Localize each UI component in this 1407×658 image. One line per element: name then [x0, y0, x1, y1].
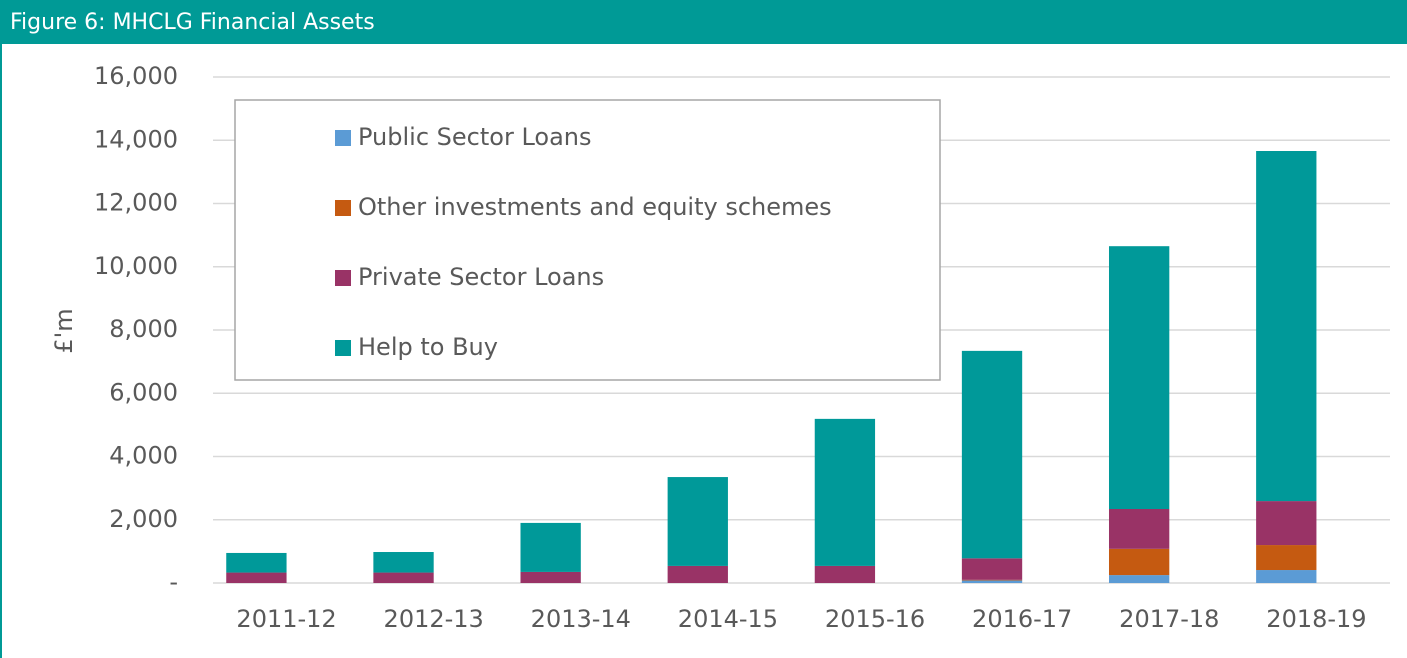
y-tick-label: 6,000 — [109, 378, 178, 406]
bar-segment — [1108, 575, 1170, 583]
bar-segment — [520, 571, 581, 583]
bar-segment — [226, 572, 287, 583]
x-tick-label: 2015-16 — [825, 605, 925, 633]
header-bar — [0, 0, 1407, 44]
legend-swatch — [335, 340, 351, 356]
bar-segment — [1256, 545, 1317, 571]
frame-edge — [0, 44, 2, 658]
bar-segment — [1256, 570, 1317, 583]
x-tick-label: 2017-18 — [1119, 605, 1219, 633]
legend-swatch — [335, 200, 351, 216]
x-tick-label: 2011-12 — [236, 605, 336, 633]
bar-segment — [520, 522, 581, 572]
legend-label: Private Sector Loans — [358, 263, 604, 291]
bar-segment — [667, 565, 728, 583]
x-tick-label: 2016-17 — [972, 605, 1072, 633]
x-tick-label: 2018-19 — [1266, 605, 1366, 633]
y-tick-label: - — [169, 568, 178, 596]
bar-segment — [1108, 246, 1170, 509]
y-tick-label: 10,000 — [94, 252, 178, 280]
bar-segment — [1256, 151, 1317, 502]
legend-box — [234, 99, 941, 381]
y-tick-label: 8,000 — [109, 315, 178, 343]
bar-segment — [961, 558, 1023, 580]
legend-swatch — [335, 270, 351, 286]
x-tick-label: 2014-15 — [678, 605, 778, 633]
bar-segment — [814, 565, 876, 583]
chart-title: Figure 6: MHCLG Financial Assets — [10, 10, 375, 35]
bar-segment — [1108, 548, 1170, 576]
bar-segment — [226, 552, 287, 573]
bar-segment — [961, 579, 1023, 581]
legend-label: Public Sector Loans — [358, 123, 592, 151]
y-tick-label: 4,000 — [109, 442, 178, 470]
bar-segment — [1108, 508, 1170, 549]
bar-segment — [961, 580, 1023, 583]
bar-segment — [961, 350, 1023, 559]
bar-segment — [373, 552, 434, 573]
bar-segment — [667, 477, 728, 566]
legend-swatch — [335, 130, 351, 146]
bar-segment — [814, 418, 876, 566]
bar-segment — [1256, 501, 1317, 546]
y-tick-label: 16,000 — [94, 62, 178, 90]
y-tick-label: 2,000 — [109, 505, 178, 533]
y-tick-label: 14,000 — [94, 125, 178, 153]
legend-label: Help to Buy — [358, 333, 498, 361]
x-tick-label: 2012-13 — [384, 605, 484, 633]
y-axis-label: £'m — [50, 308, 78, 353]
x-tick-label: 2013-14 — [531, 605, 631, 633]
y-tick-label: 12,000 — [94, 189, 178, 217]
legend-label: Other investments and equity schemes — [358, 193, 832, 221]
bar-segment — [373, 572, 434, 583]
